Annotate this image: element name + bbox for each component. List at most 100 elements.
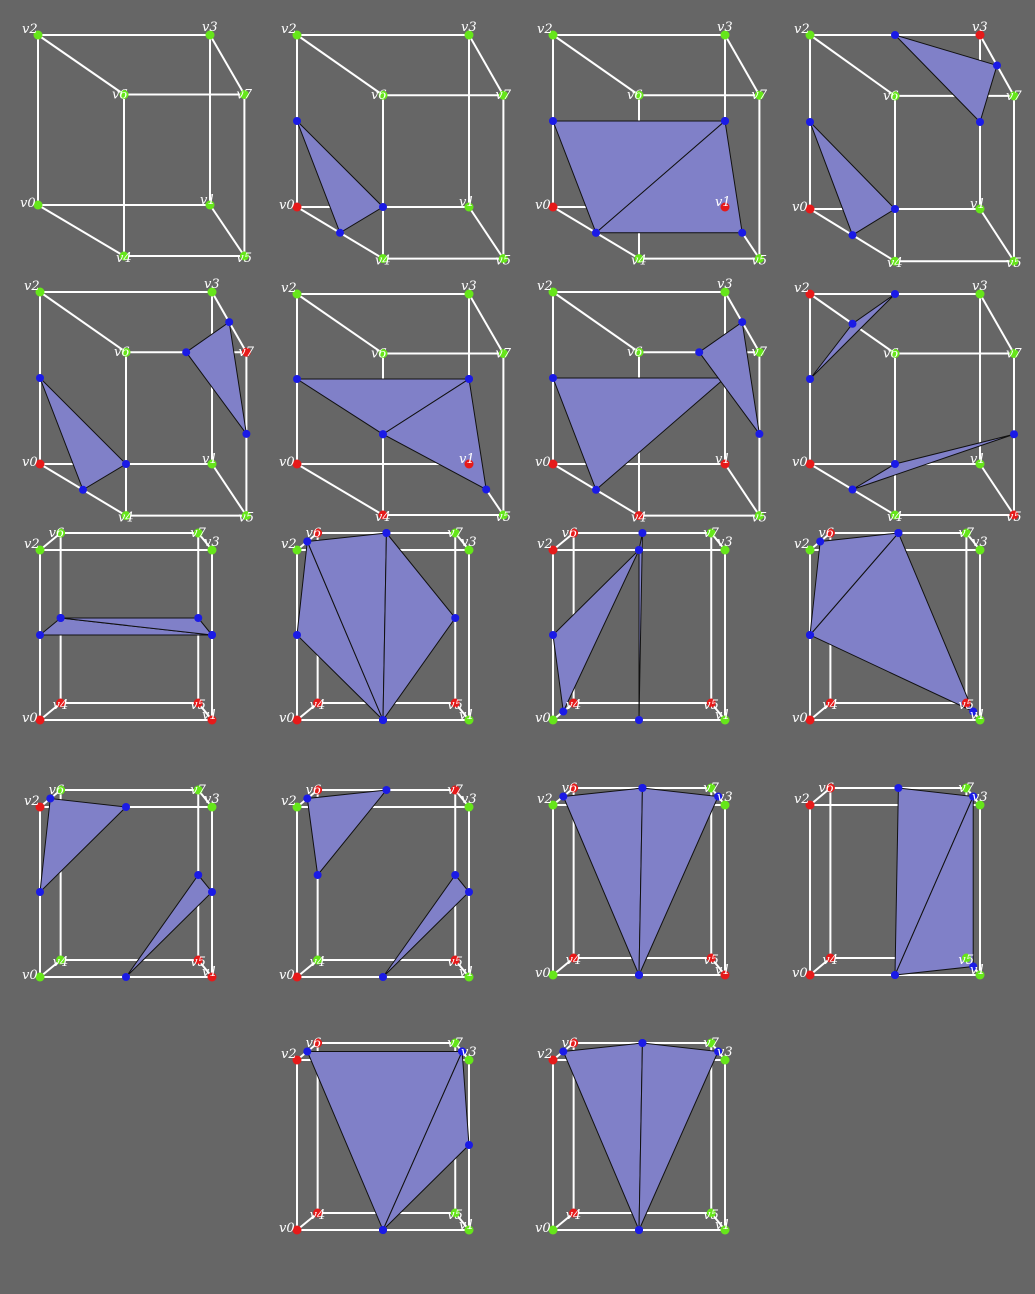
intersection-point xyxy=(592,228,600,237)
vertex-label-v3: v3 xyxy=(972,535,988,550)
vertex-label-v2: v2 xyxy=(794,792,810,807)
vertex-label-v4: v4 xyxy=(310,1208,326,1223)
vertex-label-v6: v6 xyxy=(562,1036,578,1051)
vertex-label-v2: v2 xyxy=(22,22,38,37)
vertex-label-v1: v1 xyxy=(715,708,731,723)
cube-vertex-v5 xyxy=(193,955,203,965)
vertex-label-v0: v0 xyxy=(535,1221,551,1236)
cube-vertex-v4 xyxy=(121,511,131,521)
vertex-label-v5: v5 xyxy=(236,251,252,266)
cube-vertex-v7 xyxy=(706,1038,716,1048)
vertex-label-v4: v4 xyxy=(375,254,391,269)
vertex-label-v7: v7 xyxy=(238,345,254,360)
cube-vertex-v1 xyxy=(205,200,215,210)
intersection-point xyxy=(379,716,387,724)
iso-triangle xyxy=(382,874,470,978)
iso-triangle xyxy=(562,787,643,976)
intersection-point xyxy=(549,631,557,639)
vertex-label-v4: v4 xyxy=(822,953,838,968)
vertex-label-v2: v2 xyxy=(24,794,40,809)
cube-vertex-v7 xyxy=(961,528,971,538)
cube-vertex-v2 xyxy=(805,545,815,555)
cube-vertex-v1 xyxy=(975,459,985,469)
cube-vertex-v7 xyxy=(1009,349,1019,358)
cube-vertex-v6 xyxy=(313,785,323,795)
vertex-label-v3: v3 xyxy=(972,20,988,35)
vertex-label-v6: v6 xyxy=(114,345,130,360)
cube-edge xyxy=(979,463,1015,516)
cube-vertex-v3 xyxy=(720,1055,730,1065)
cube-edge xyxy=(468,293,505,355)
intersection-point xyxy=(721,117,729,125)
cube-vertex-v1 xyxy=(464,202,474,212)
cube-edge xyxy=(809,34,896,97)
vertex-label-v4: v4 xyxy=(53,955,69,970)
intersection-point xyxy=(293,375,301,383)
cube-case-8: v0 v1 v2 v3 v4 v5 v6 v7 xyxy=(22,526,220,726)
cube-vertex-v3 xyxy=(720,800,730,810)
cube-vertex-v1 xyxy=(720,459,730,469)
intersection-point xyxy=(465,888,473,896)
cube-vertex-v3 xyxy=(720,545,730,555)
intersection-point xyxy=(806,118,814,126)
vertex-label-v5: v5 xyxy=(751,254,767,269)
cube-vertex-v2 xyxy=(292,30,302,40)
cube-vertex-v4 xyxy=(825,698,835,708)
cube-vertex-v0 xyxy=(292,459,302,469)
cube-vertex-v1 xyxy=(720,970,730,980)
intersection-point xyxy=(379,203,387,211)
cube-case-15: v0 v1 v2 v3 v4 v5 v6 v7 xyxy=(792,781,988,981)
vertex-label-v5: v5 xyxy=(447,698,463,713)
vertex-label-v0: v0 xyxy=(279,711,295,726)
cube-vertex-v2 xyxy=(548,30,558,40)
intersection-point xyxy=(36,631,44,639)
cube-case-7: v0 v1 v2 v3 v4 v5 v6 v7 xyxy=(792,279,1022,525)
intersection-point xyxy=(559,1047,568,1056)
intersection-point xyxy=(194,614,203,622)
iso-triangle xyxy=(852,433,1015,490)
vertex-label-v0: v0 xyxy=(279,968,295,983)
vertex-label-v7: v7 xyxy=(190,783,206,798)
cube-vertex-v1 xyxy=(975,204,985,214)
cube-vertex-v3 xyxy=(464,289,474,299)
intersection-point xyxy=(891,460,899,468)
cube-vertex-v6 xyxy=(634,347,644,357)
vertex-label-v4: v4 xyxy=(310,955,326,970)
intersection-point xyxy=(451,614,460,622)
intersection-point xyxy=(46,794,55,803)
vertex-label-v1: v1 xyxy=(715,963,731,978)
cube-vertex-v0 xyxy=(292,1225,302,1235)
vertex-label-v0: v0 xyxy=(535,198,551,213)
cube-vertex-v2 xyxy=(805,289,815,299)
vertex-label-v3: v3 xyxy=(717,277,733,292)
intersection-point xyxy=(891,205,899,213)
vertex-label-v3: v3 xyxy=(461,1045,477,1060)
intersection-point xyxy=(891,290,899,298)
vertex-label-v4: v4 xyxy=(631,254,647,269)
cube-vertex-v3 xyxy=(464,30,474,40)
cube-vertex-v5 xyxy=(239,251,249,261)
intersection-point xyxy=(638,529,647,537)
vertex-label-v6: v6 xyxy=(371,88,387,103)
vertex-label-v2: v2 xyxy=(24,279,40,294)
iso-triangle xyxy=(39,377,127,491)
cube-cases: v0 v1 v2 v3 v4 v5 v6 v7 v0 v1 v2 v3 v4 v5 v6 v7 v0 v1 v2 v3… xyxy=(20,20,1022,1236)
vertex-label-v2: v2 xyxy=(281,794,297,809)
cube-vertex-v2 xyxy=(548,1055,558,1065)
iso-triangle xyxy=(60,617,214,636)
cube-vertex-v7 xyxy=(450,528,460,538)
cube-edge xyxy=(468,206,505,260)
cube-vertex-v1 xyxy=(720,715,730,725)
cube-vertex-v5 xyxy=(498,510,508,520)
vertex-label-v6: v6 xyxy=(49,526,65,541)
iso-triangle xyxy=(638,1042,719,1231)
vertex-label-v1: v1 xyxy=(202,708,218,723)
vertex-label-v0: v0 xyxy=(22,711,38,726)
vertex-label-v3: v3 xyxy=(972,279,988,294)
vertex-label-v2: v2 xyxy=(281,537,297,552)
cube-vertex-v1 xyxy=(975,970,985,980)
cube-case-13: v0 v1 v2 v3 v4 v5 v6 v7 xyxy=(279,783,477,983)
cube-vertex-v0 xyxy=(35,459,45,469)
vertex-label-v7: v7 xyxy=(495,88,511,103)
cube-vertex-v0 xyxy=(548,1225,558,1235)
